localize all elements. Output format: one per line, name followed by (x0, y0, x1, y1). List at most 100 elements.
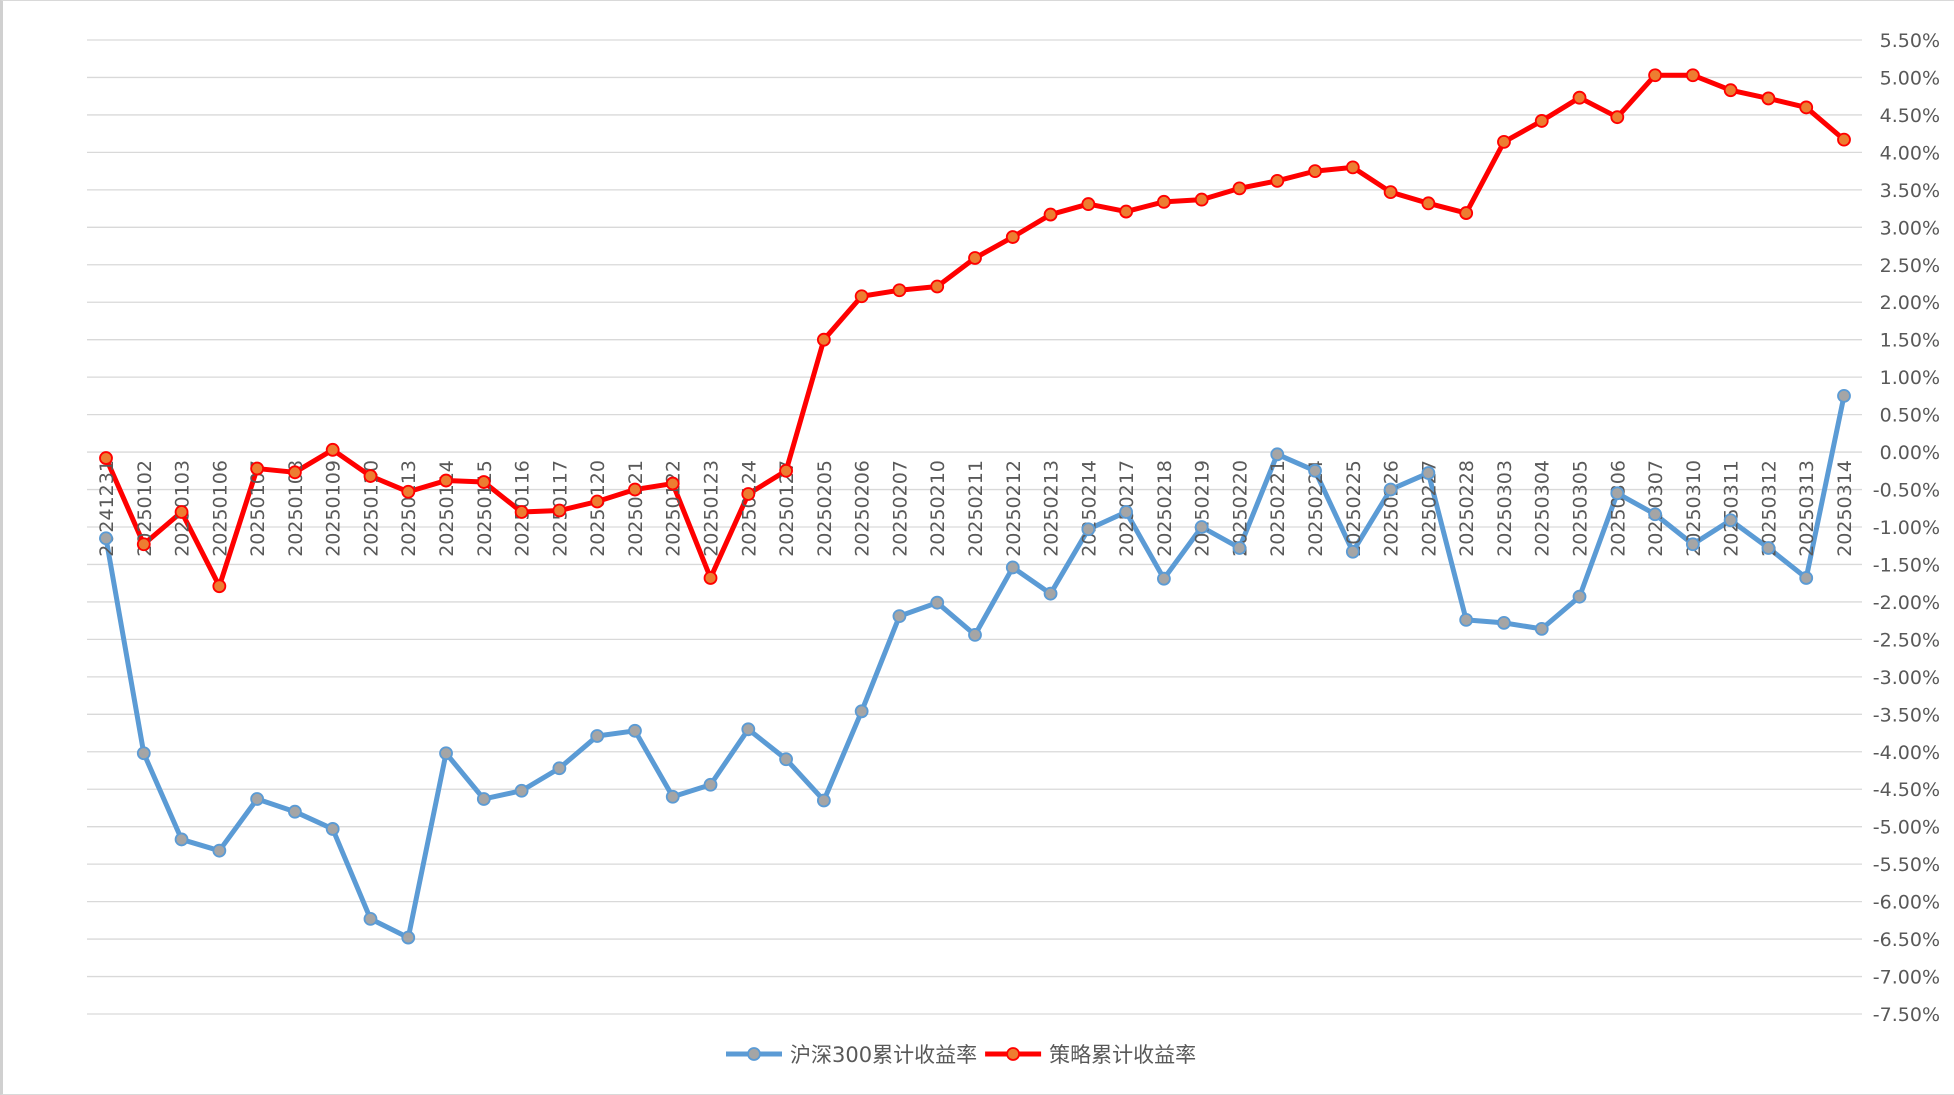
data-point (1497, 134, 1511, 149)
data-point (628, 482, 642, 497)
data-point (779, 752, 793, 767)
y-tick-label: 2.50% (1880, 255, 1940, 277)
data-point (212, 579, 227, 594)
y-tick-label: 0.50% (1880, 405, 1940, 427)
x-tick-label: 20250124 (738, 460, 760, 557)
data-point (1648, 68, 1662, 83)
data-point (250, 461, 265, 476)
data-point (1610, 486, 1625, 501)
data-point (1270, 447, 1285, 462)
data-point (816, 332, 831, 347)
x-tick-label: 20250207 (889, 460, 911, 557)
data-point (1194, 192, 1209, 207)
data-point (1081, 522, 1096, 537)
x-tick-label: 20250224 (1305, 460, 1327, 557)
y-tick-label: -7.00% (1873, 967, 1940, 989)
data-point (1345, 544, 1360, 559)
data-point (325, 822, 340, 836)
data-point (1232, 541, 1247, 555)
x-tick-label: 20250314 (1834, 460, 1856, 557)
x-tick-label: 20250109 (323, 460, 345, 557)
data-point (892, 609, 907, 624)
data-point (1005, 230, 1020, 244)
data-point (552, 503, 567, 518)
data-point (99, 451, 113, 465)
data-point (1421, 196, 1436, 211)
y-tick-label: 5.50% (1880, 30, 1940, 52)
x-tick-label: 20250106 (209, 460, 231, 557)
data-point (628, 723, 642, 738)
data-point (1837, 388, 1851, 403)
data-point (363, 469, 378, 483)
data-point (1497, 616, 1511, 630)
legend-label: 沪深300累计收益率 (790, 1043, 977, 1067)
data-point (1383, 482, 1398, 497)
y-tick-label: -4.00% (1873, 742, 1940, 764)
data-point (665, 476, 680, 491)
data-point (476, 792, 491, 806)
data-point (1534, 621, 1549, 636)
x-tick-label: 20241231 (96, 460, 118, 557)
data-point (854, 289, 869, 304)
data-point (1459, 206, 1474, 220)
x-tick-label: 20250304 (1532, 460, 1554, 557)
data-point (930, 595, 945, 610)
data-point (1459, 613, 1474, 627)
data-point (854, 704, 869, 719)
y-tick-label: -2.00% (1873, 592, 1940, 614)
y-tick-label: -3.00% (1873, 667, 1940, 689)
data-point (590, 729, 605, 743)
data-point (439, 473, 453, 488)
data-point (1837, 132, 1851, 147)
y-tick-label: -0.50% (1873, 480, 1940, 502)
y-tick-label: 3.50% (1880, 180, 1940, 202)
x-tick-label: 20250227 (1418, 460, 1440, 557)
data-point (590, 494, 605, 509)
data-point (1761, 91, 1776, 106)
data-point (174, 832, 189, 847)
data-point (552, 761, 567, 776)
data-point (1534, 114, 1549, 128)
data-point (288, 804, 302, 819)
data-point (741, 722, 756, 737)
data-point (1421, 466, 1436, 480)
data-point (1157, 194, 1171, 209)
y-tick-label: -2.50% (1873, 629, 1940, 651)
x-tick-label: 20250102 (134, 460, 156, 557)
x-tick-label: 20250214 (1078, 460, 1100, 557)
y-tick-label: -6.50% (1873, 929, 1940, 951)
legend-marker (1006, 1047, 1020, 1061)
data-point (1572, 589, 1587, 604)
data-point (1232, 181, 1247, 196)
data-point (476, 475, 491, 489)
x-tick-label: 20250220 (1229, 460, 1251, 557)
data-point (174, 505, 189, 519)
x-tick-label: 20250228 (1456, 460, 1478, 557)
x-tick-label: 20250212 (1003, 460, 1025, 557)
data-point (250, 792, 265, 806)
legend-item: 策略累计收益率 (985, 1043, 1196, 1067)
x-tick-label: 20250122 (663, 460, 685, 557)
data-point (779, 463, 793, 478)
x-tick-label: 20250213 (1041, 460, 1063, 557)
data-point (1005, 560, 1020, 575)
data-point (968, 251, 982, 265)
x-tick-label: 20250311 (1721, 460, 1743, 557)
data-point (1194, 520, 1209, 534)
data-point (892, 283, 907, 298)
data-point (325, 442, 340, 457)
data-point (1610, 110, 1625, 125)
data-point (1572, 90, 1587, 105)
data-point (1308, 463, 1322, 478)
y-tick-label: -1.50% (1873, 554, 1940, 576)
data-point (1723, 83, 1738, 98)
data-point (1761, 541, 1776, 555)
data-point (1383, 185, 1398, 199)
y-tick-label: 2.00% (1880, 292, 1940, 314)
y-tick-label: 1.00% (1880, 367, 1940, 389)
data-point (1308, 164, 1322, 179)
data-point (703, 777, 718, 792)
x-tick-label: 20250312 (1758, 460, 1780, 557)
x-tick-label: 20250115 (474, 460, 496, 557)
